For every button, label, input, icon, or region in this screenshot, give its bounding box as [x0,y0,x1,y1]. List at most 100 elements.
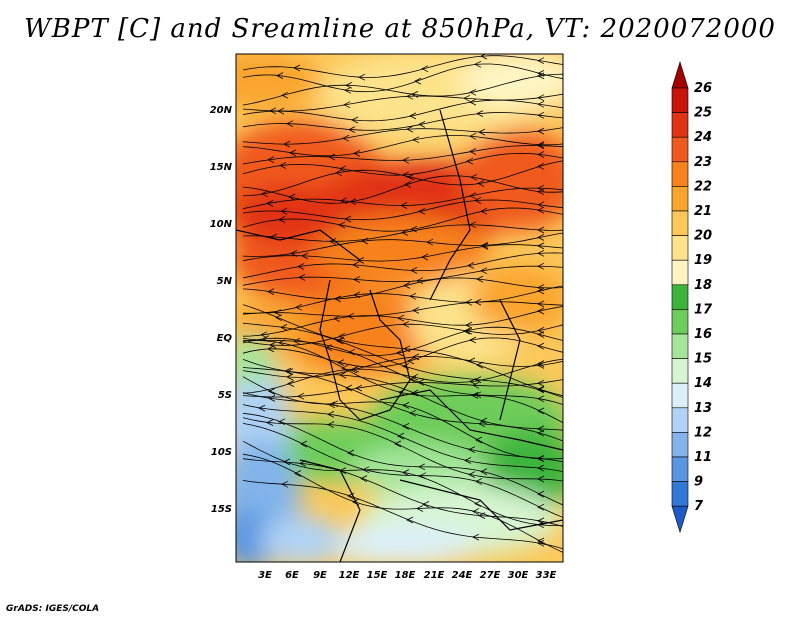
streamline-arrow [361,237,369,245]
streamline-arrow [266,200,274,207]
streamline-arrow [480,417,488,425]
lat-tick-10s: 10S [211,447,232,458]
lat-tick-5n: 5N [217,276,233,287]
streamline-arrow [474,298,482,306]
streamline-arrow [278,339,286,347]
colorbar-box [671,284,689,310]
streamline-arrow [537,455,545,462]
streamline-arrow [261,190,269,198]
streamline-arrow [416,505,424,512]
colorbar-box [671,358,689,384]
streamline-arrow [338,221,346,229]
lon-tick-33e: 33E [536,570,557,581]
colorbar-label: 13 [694,401,712,416]
streamline-arrow [537,184,545,192]
streamline [242,376,563,460]
streamline-arrow [328,153,336,161]
lat-axis: 20N 15N 10N 5N EQ 5S 10S 15S [210,105,233,515]
streamline-arrow [268,388,276,395]
streamline-arrow [411,373,419,381]
streamline-arrow [537,127,545,135]
streamline-arrow [358,73,366,81]
colorbar-label: 12 [694,425,712,440]
colorbar-label: 23 [694,155,712,170]
streamline-arrow [417,379,425,386]
colorbar-label: 18 [694,278,712,293]
streamline-arrow [465,298,473,306]
streamline-arrow [286,120,294,128]
streamline-arrow [401,229,409,236]
lat-tick-5s: 5S [218,390,232,401]
streamline-arrow [537,537,545,545]
streamline-arrow [277,107,285,115]
streamline-arrow [352,365,360,373]
streamline-arrow [293,337,301,345]
colorbar-label: 7 [694,499,704,514]
streamline-arrow [537,407,545,415]
lon-axis: 3E 6E 9E 12E 15E 18E 21E 24E 27E 30E 33E [258,570,556,581]
streamline-arrow [421,253,429,261]
streamline-arrow [412,307,420,314]
lon-tick-12e: 12E [339,570,360,581]
colorbar: 26 25 24 23 22 21 20 19 18 17 16 15 14 13 12 11 9 7 [671,60,713,534]
streamline-arrow [469,98,477,106]
streamline-arrow [414,77,422,85]
streamline-arrow [409,409,417,417]
streamline-arrow [267,288,275,295]
colorbar-label: 21 [694,204,712,219]
streamline-arrow [537,300,545,308]
streamline-arrow [297,263,305,270]
colorbar-label: 17 [694,302,713,317]
streamline-arrow [260,331,268,339]
streamline-arrow [474,500,482,508]
streamline-arrow [463,94,471,102]
colorbar-label: 15 [694,352,712,367]
streamline-arrow [478,128,486,136]
streamline-arrow [537,94,545,102]
streamline-arrow [469,221,477,229]
streamline [242,337,563,368]
streamline-arrow [537,429,545,437]
colorbar-bottom-arrow [671,505,689,534]
streamline-arrow [329,238,337,245]
streamline-arrow [394,440,402,448]
streamline-arrow [266,419,274,426]
colorbar-box [671,87,689,113]
streamline-arrow [478,420,486,428]
streamline-arrow [537,475,545,483]
streamline-arrow [297,392,305,400]
streamline-arrow [402,469,410,476]
streamline-arrow [481,243,489,250]
map-frame [235,53,564,563]
streamline-arrow [276,72,284,79]
streamline-arrow [537,188,545,196]
streamline-arrow [412,136,420,144]
streamline-arrow [339,165,347,173]
colorbar-box [671,136,689,163]
streamline-arrow [295,303,303,311]
streamline [242,93,563,112]
streamline-arrow [537,141,545,149]
colorbar-box [671,456,689,482]
streamline-arrow [537,503,545,511]
streamline-arrow [481,241,489,249]
streamline [242,339,563,424]
streamline-arrow [416,277,424,285]
streamline-arrow [475,436,483,444]
streamline-arrow [537,379,545,387]
streamline-arrow [475,478,483,485]
streamline-arrow [537,517,545,525]
streamline-arrow [537,249,545,257]
streamline [242,358,563,394]
colorbar-box [671,432,689,458]
streamline [242,277,563,300]
streamline [242,252,563,279]
streamline-arrow [267,345,275,353]
streamline-arrow [300,440,308,448]
colorbar-box [671,210,689,236]
colorbar-box [671,235,689,261]
streamline [242,160,563,197]
streamline-arrow [351,116,359,124]
streamline-arrow [537,234,545,241]
